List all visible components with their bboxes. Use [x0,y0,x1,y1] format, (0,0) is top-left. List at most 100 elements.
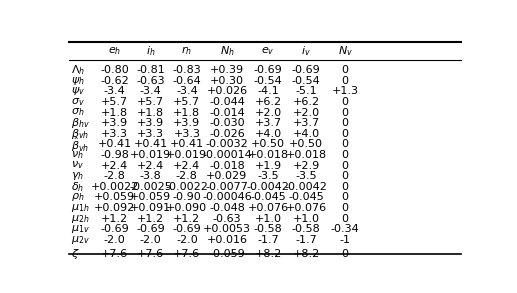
Text: +2.0: +2.0 [293,108,320,117]
Text: +0.029: +0.029 [206,171,248,181]
Text: $\mu_{1h}$: $\mu_{1h}$ [71,202,90,214]
Text: +3.9: +3.9 [173,118,201,128]
Text: +6.2: +6.2 [254,97,282,107]
Text: +0.0022: +0.0022 [90,182,139,192]
Text: $\rho_h$: $\rho_h$ [71,191,85,203]
Text: 0: 0 [342,76,348,86]
Text: +3.9: +3.9 [101,118,128,128]
Text: $\gamma_h$: $\gamma_h$ [71,170,84,182]
Text: $\nu_h$: $\nu_h$ [71,149,84,161]
Text: $\zeta$: $\zeta$ [71,248,80,261]
Text: +1.8: +1.8 [101,108,128,117]
Text: -0.63: -0.63 [212,214,241,224]
Text: +3.7: +3.7 [293,118,320,128]
Text: -0.0042: -0.0042 [247,182,290,192]
Text: 0: 0 [342,108,348,117]
Text: +5.7: +5.7 [101,97,128,107]
Text: -0.018: -0.018 [209,161,245,171]
Text: 0: 0 [342,65,348,75]
Text: -0.90: -0.90 [173,193,201,202]
Text: $N_h$: $N_h$ [220,44,234,58]
Text: -0.0042: -0.0042 [285,182,328,192]
Text: +2.0: +2.0 [254,108,282,117]
Text: +0.076: +0.076 [286,203,327,213]
Text: +0.016: +0.016 [206,235,248,245]
Text: -0.0077: -0.0077 [205,182,248,192]
Text: 0: 0 [342,249,348,260]
Text: -0.69: -0.69 [254,65,283,75]
Text: +1.0: +1.0 [255,214,282,224]
Text: 0: 0 [342,150,348,160]
Text: +3.3: +3.3 [101,129,128,139]
Text: +1.9: +1.9 [254,161,282,171]
Text: -0.62: -0.62 [100,76,129,86]
Text: -0.54: -0.54 [254,76,283,86]
Text: -3.5: -3.5 [257,171,279,181]
Text: -0.81: -0.81 [136,65,165,75]
Text: +1.3: +1.3 [331,86,359,96]
Text: +5.7: +5.7 [173,97,201,107]
Text: -0.00046: -0.00046 [202,193,252,202]
Text: +0.30: +0.30 [210,76,244,86]
Text: +3.3: +3.3 [138,129,164,139]
Text: -1.7: -1.7 [295,235,317,245]
Text: -2.0: -2.0 [104,235,126,245]
Text: -0.0025: -0.0025 [129,182,172,192]
Text: +0.41: +0.41 [98,139,132,149]
Text: +4.0: +4.0 [254,129,282,139]
Text: -0.80: -0.80 [100,65,129,75]
Text: +0.0053: +0.0053 [203,224,251,234]
Text: $\hat{\beta}_{vh}$: $\hat{\beta}_{vh}$ [71,135,89,154]
Text: -0.69: -0.69 [100,224,129,234]
Text: +2.4: +2.4 [173,161,201,171]
Text: +0.076: +0.076 [248,203,288,213]
Text: $i_v$: $i_v$ [301,44,311,58]
Text: +3.9: +3.9 [137,118,164,128]
Text: +0.090: +0.090 [166,203,207,213]
Text: -0.58: -0.58 [254,224,283,234]
Text: $\psi_v$: $\psi_v$ [71,85,85,97]
Text: -0.69: -0.69 [173,224,201,234]
Text: -0.0022: -0.0022 [165,182,208,192]
Text: -0.045: -0.045 [250,193,286,202]
Text: +7.6: +7.6 [173,249,201,260]
Text: $i_h$: $i_h$ [146,44,156,58]
Text: $N_v$: $N_v$ [338,44,353,58]
Text: +0.092: +0.092 [94,203,135,213]
Text: $e_h$: $e_h$ [108,45,121,57]
Text: 0: 0 [342,193,348,202]
Text: -1: -1 [340,235,351,245]
Text: $e_v$: $e_v$ [262,45,275,57]
Text: -0.00014: -0.00014 [202,150,252,160]
Text: 0: 0 [342,203,348,213]
Text: -2.0: -2.0 [140,235,162,245]
Text: +8.2: +8.2 [254,249,282,260]
Text: +1.2: +1.2 [101,214,128,224]
Text: +3.3: +3.3 [173,129,200,139]
Text: -2.8: -2.8 [176,171,198,181]
Text: +0.019: +0.019 [166,150,207,160]
Text: $\mu_{2h}$: $\mu_{2h}$ [71,213,90,224]
Text: -0.030: -0.030 [209,118,245,128]
Text: +1.8: +1.8 [137,108,164,117]
Text: +0.018: +0.018 [286,150,327,160]
Text: -0.026: -0.026 [209,129,245,139]
Text: 0: 0 [342,129,348,139]
Text: -3.8: -3.8 [140,171,162,181]
Text: 0: 0 [342,139,348,149]
Text: +2.4: +2.4 [101,161,128,171]
Text: +1.2: +1.2 [173,214,201,224]
Text: 0: 0 [342,171,348,181]
Text: -3.5: -3.5 [295,171,317,181]
Text: +0.50: +0.50 [289,139,323,149]
Text: +0.50: +0.50 [251,139,285,149]
Text: 0: 0 [342,118,348,128]
Text: +0.059: +0.059 [130,193,171,202]
Text: -2.0: -2.0 [176,235,197,245]
Text: +7.6: +7.6 [137,249,164,260]
Text: -0.014: -0.014 [209,108,245,117]
Text: -0.059: -0.059 [209,249,245,260]
Text: 0: 0 [342,161,348,171]
Text: +8.2: +8.2 [293,249,320,260]
Text: -0.63: -0.63 [136,76,165,86]
